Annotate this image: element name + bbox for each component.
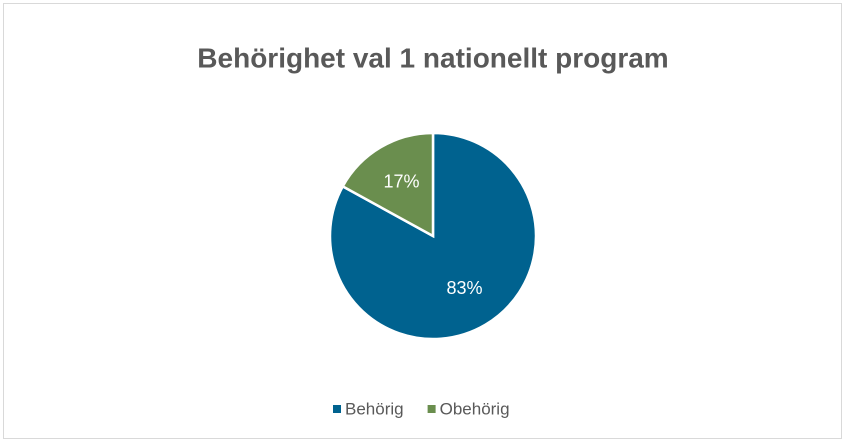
legend-label: Obehörig bbox=[440, 399, 510, 418]
pie-slice bbox=[341, 131, 435, 239]
legend-swatch bbox=[333, 405, 341, 413]
legend-swatch bbox=[427, 405, 436, 413]
data-label: 83% bbox=[446, 278, 482, 298]
chart-title: Behörighet val 1 nationellt program bbox=[197, 42, 668, 73]
pie-slice bbox=[328, 131, 538, 341]
data-label: 17% bbox=[384, 172, 420, 192]
legend-label: Behörig bbox=[345, 399, 404, 418]
